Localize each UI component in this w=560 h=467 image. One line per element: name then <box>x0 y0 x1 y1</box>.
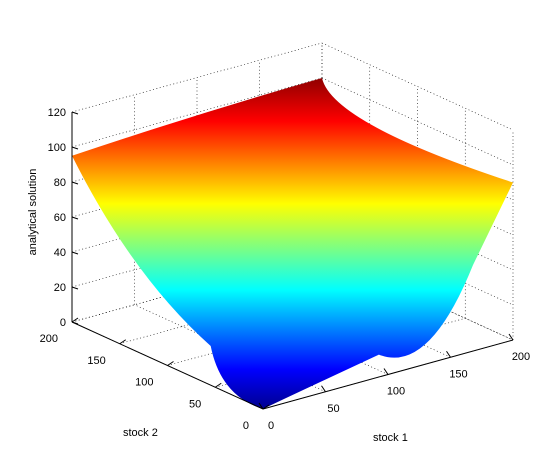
y-tick-label: 0 <box>243 420 249 432</box>
y-tick-mark <box>71 317 79 323</box>
z-tick-mark <box>71 216 79 220</box>
z-tick-mark <box>71 251 79 255</box>
y-tick-label: 50 <box>189 398 201 410</box>
x-tick-label: 50 <box>327 403 339 415</box>
y-tick-mark <box>214 382 222 388</box>
z-axis-label: analytical solution <box>27 169 39 256</box>
y-tick-mark <box>119 339 127 345</box>
z-tick-label: 40 <box>54 247 66 259</box>
z-tick-mark <box>71 286 79 290</box>
y-tick-label: 200 <box>40 333 58 345</box>
y-tick-labels: 0 50 100 150 200 <box>40 317 270 432</box>
y-axis-label: stock 2 <box>123 427 158 439</box>
x-tick-label: 0 <box>268 420 274 432</box>
x-tick-label: 150 <box>449 368 467 380</box>
z-tick-mark <box>71 146 79 150</box>
y-tick-mark <box>167 361 174 366</box>
z-tick-labels: 0 20 40 60 80 100 120 <box>48 107 79 329</box>
z-tick-mark <box>71 181 79 185</box>
z-tick-label: 80 <box>54 177 66 189</box>
z-tick-mark <box>71 321 79 325</box>
x-tick-label: 200 <box>512 351 530 363</box>
x-tick-label: 100 <box>387 386 405 398</box>
x-tick-mark <box>446 350 451 358</box>
surface-mesh <box>72 78 513 409</box>
z-tick-label: 100 <box>48 142 66 154</box>
z-tick-mark <box>71 111 79 115</box>
y-tick-mark <box>262 404 270 410</box>
x-tick-mark <box>383 368 389 375</box>
grid-line <box>71 42 323 113</box>
x-tick-labels: 0 50 100 150 200 <box>258 333 530 432</box>
z-tick-label: 60 <box>54 212 66 224</box>
z-tick-label: 0 <box>60 317 66 329</box>
y-tick-label: 100 <box>135 377 153 389</box>
x-tick-mark <box>258 402 264 410</box>
z-tick-label: 20 <box>54 282 66 294</box>
x-tick-mark <box>508 333 514 341</box>
x-axis-label: stock 1 <box>373 432 408 444</box>
y-tick-label: 150 <box>87 355 105 367</box>
z-tick-label: 120 <box>48 107 66 119</box>
x-tick-mark <box>321 385 326 393</box>
